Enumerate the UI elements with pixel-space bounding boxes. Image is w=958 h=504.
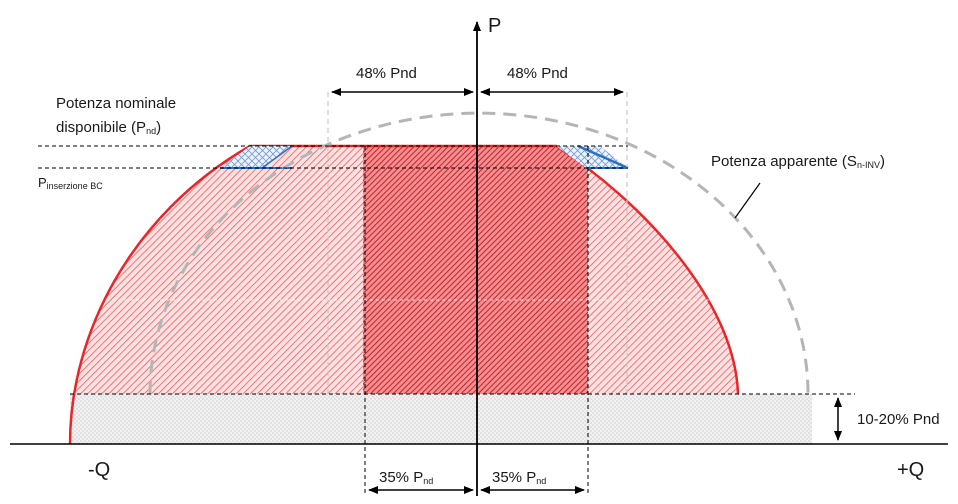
insertion-label: Pinserzione BC bbox=[38, 175, 103, 191]
nominal-label-line2: disponibile (Pnd) bbox=[56, 119, 161, 136]
apparent-power-label: Potenza apparente (Sn-INV) bbox=[711, 153, 885, 170]
neg-q-label: -Q bbox=[88, 459, 110, 481]
central-region bbox=[363, 146, 588, 394]
base-band-overlay bbox=[70, 394, 812, 444]
dim-35-left-label: 35% Pnd bbox=[379, 469, 433, 486]
dim-1020-label: 10-20% Pnd bbox=[857, 411, 940, 428]
pos-q-label: +Q bbox=[897, 459, 924, 481]
dim-48-right-label: 48% Pnd bbox=[507, 65, 568, 82]
blue-edge-left bbox=[261, 145, 293, 169]
blue-corner-right bbox=[556, 146, 628, 168]
dim-35-right-label: 35% Pnd bbox=[492, 469, 546, 486]
nominal-label-line1: Potenza nominale bbox=[56, 95, 176, 112]
apparent-leader-line bbox=[734, 182, 761, 219]
blue-corner-left bbox=[220, 146, 292, 168]
p-axis-label: P bbox=[488, 15, 501, 37]
dim-48-left-label: 48% Pnd bbox=[356, 65, 417, 82]
blue-edge-right bbox=[577, 144, 629, 170]
